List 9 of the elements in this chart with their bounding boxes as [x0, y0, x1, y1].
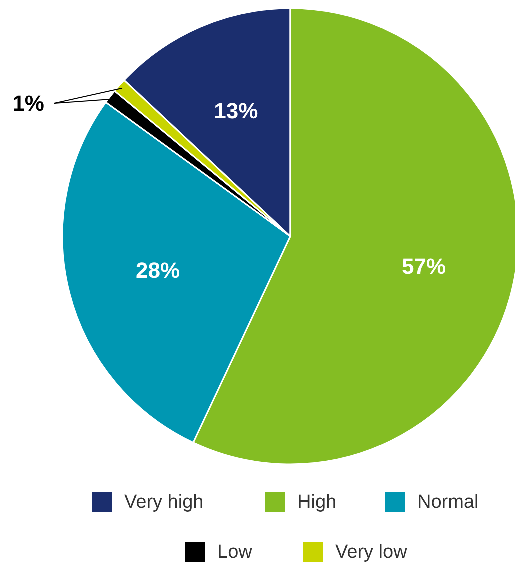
legend-label: Very high [124, 492, 204, 513]
legend-label: Normal [418, 492, 479, 513]
data-label: 13% [214, 98, 258, 124]
legend-label: Low [218, 542, 253, 563]
legend-label: High [298, 492, 337, 513]
data-label: 28% [136, 258, 180, 284]
data-label: 1% [12, 91, 44, 116]
data-label: 57% [402, 254, 446, 279]
legend-label: Very low [336, 542, 408, 563]
